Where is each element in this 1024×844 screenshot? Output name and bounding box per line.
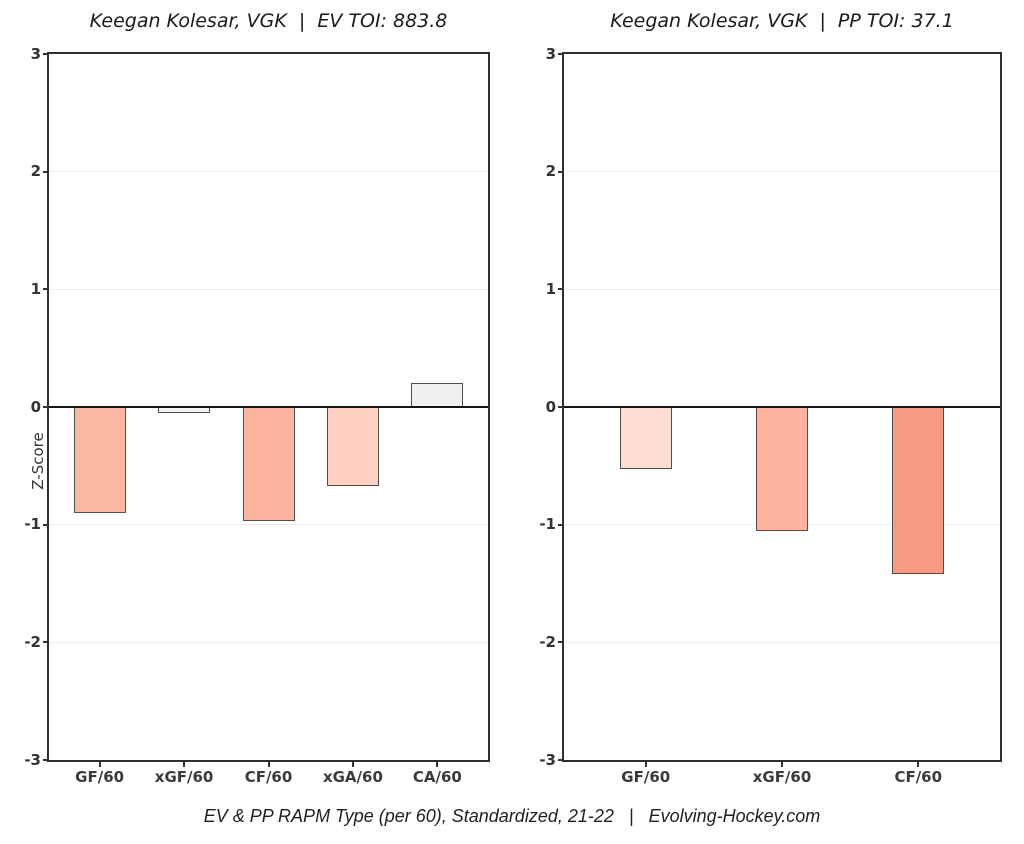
y-tick-mark	[558, 53, 564, 55]
y-tick-mark	[558, 523, 564, 526]
gridline	[564, 641, 1000, 643]
y-tick-label: -2	[539, 632, 556, 651]
y-tick-mark	[43, 53, 49, 55]
y-tick-label: 3	[545, 44, 556, 63]
gridline	[49, 171, 488, 173]
y-tick-label: -3	[539, 750, 556, 769]
y-tick-label: -2	[24, 632, 41, 651]
gridline	[49, 288, 488, 290]
bar-gf-60	[73, 407, 126, 513]
gridline	[49, 524, 488, 526]
x-tick-label: CA/60	[412, 768, 462, 786]
zero-baseline	[564, 406, 1000, 408]
bar-xga-60	[326, 407, 379, 486]
y-tick-label: -1	[24, 515, 41, 534]
ev-bar-chart: 3 2 1 0 -1 -2 -3 GF/60 xGF/60 CF/60 xGA/60 CA/60 Z-S…	[24, 46, 490, 786]
zero-baseline	[49, 406, 488, 408]
bar-cf-60	[892, 407, 945, 575]
x-tick-mark	[98, 762, 101, 767]
y-axis-title: Z-Score	[29, 432, 47, 490]
x-tick-label: GF/60	[621, 768, 671, 786]
gridline	[49, 641, 488, 643]
y-tick-mark	[43, 641, 49, 644]
x-tick-label: xGF/60	[752, 768, 812, 786]
bar-xgf-60	[756, 407, 808, 531]
x-tick-mark	[183, 762, 186, 767]
bar-cf-60	[242, 407, 295, 522]
x-tick-mark	[781, 762, 783, 767]
x-tick-mark	[644, 762, 647, 767]
y-tick-label: 3	[30, 44, 41, 63]
y-tick-mark	[558, 406, 564, 408]
pp-bar-chart: 3 2 1 0 -1 -2 -3 GF/60 xGF/60 CF/60	[539, 46, 1002, 786]
y-tick-label: 2	[545, 162, 556, 181]
y-tick-mark	[558, 759, 564, 761]
x-tick-mark	[917, 762, 920, 767]
y-tick-mark	[43, 523, 49, 526]
x-tick-label: CF/60	[244, 768, 293, 786]
ev-panel-title: Keegan Kolesar, VGK | EV TOI: 883.8	[89, 10, 448, 32]
y-tick-label: 2	[30, 162, 41, 181]
y-tick-label: 1	[545, 279, 556, 298]
x-tick-mark	[436, 762, 439, 767]
y-tick-mark	[43, 759, 49, 761]
y-tick-mark	[558, 641, 564, 644]
gridline	[564, 171, 1000, 173]
gridline	[564, 288, 1000, 290]
x-tick-mark	[267, 762, 270, 767]
y-tick-label: 0	[30, 397, 41, 416]
x-tick-label: xGF/60	[154, 768, 214, 786]
y-tick-label: 0	[545, 397, 556, 416]
y-tick-mark	[43, 170, 49, 173]
x-tick-label: GF/60	[75, 768, 125, 786]
x-tick-label: xGA/60	[322, 768, 383, 786]
bar-ca-60	[411, 383, 464, 407]
y-tick-label: 1	[30, 279, 41, 298]
figure-caption: EV & PP RAPM Type (per 60), Standardized…	[203, 806, 821, 826]
y-tick-mark	[558, 170, 564, 173]
y-tick-label: -3	[24, 750, 41, 769]
y-tick-mark	[43, 406, 49, 408]
pp-panel-title: Keegan Kolesar, VGK | PP TOI: 37.1	[610, 10, 954, 32]
y-tick-mark	[558, 288, 564, 291]
bar-gf-60	[619, 407, 672, 470]
y-tick-mark	[43, 288, 49, 291]
y-tick-label: -1	[539, 515, 556, 534]
x-tick-label: CF/60	[894, 768, 943, 786]
x-tick-mark	[351, 762, 354, 767]
